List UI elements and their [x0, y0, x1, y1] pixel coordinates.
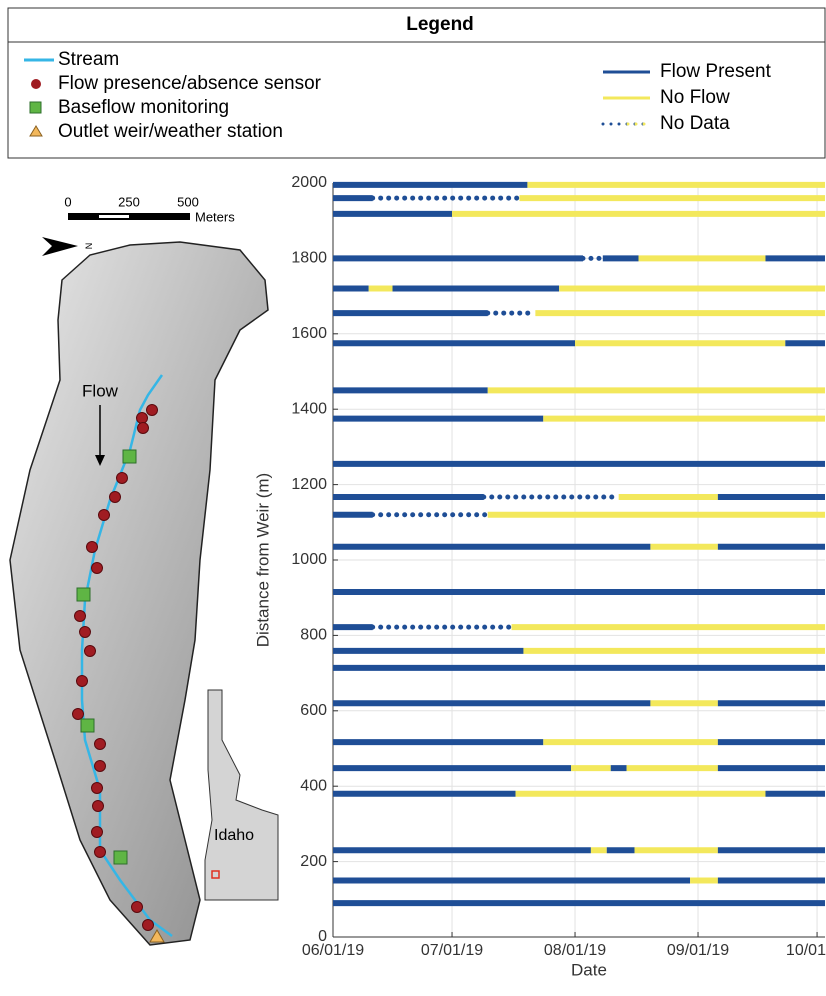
legend-icon	[31, 79, 41, 89]
legend-box: Legend Stream Flow presence/absence sens…	[8, 8, 825, 158]
y-axis-label: Distance from Weir (m)	[253, 473, 272, 647]
idaho-inset	[205, 690, 278, 900]
legend-label: No Data	[660, 113, 730, 134]
x-tick-label: 08/01/19	[544, 942, 606, 959]
scale-label: 0	[64, 194, 71, 209]
y-tick-label: 400	[300, 777, 327, 794]
scale-unit: Meters	[195, 209, 235, 224]
y-tick-label: 2000	[291, 174, 327, 191]
legend-label: Flow presence/absence sensor	[58, 73, 322, 94]
y-tick-label: 800	[300, 627, 327, 644]
legend-label: Stream	[58, 49, 119, 70]
figure: Legend Stream Flow presence/absence sens…	[0, 0, 826, 991]
legend-label: No Flow	[660, 87, 730, 108]
legend-title: Legend	[406, 14, 474, 35]
x-axis-label: Date	[571, 960, 607, 979]
legend-label: Baseflow monitoring	[58, 97, 229, 118]
x-tick-label: 10/01/19	[786, 942, 826, 959]
inset-label: Idaho	[214, 827, 254, 844]
flow-label: Flow	[82, 381, 119, 400]
scale-bar: 0 250 500 Meters	[64, 194, 235, 224]
y-tick-label: 1000	[291, 551, 327, 568]
north-arrow	[42, 237, 78, 256]
scale-label: 250	[118, 194, 140, 209]
x-tick-label: 06/01/19	[302, 942, 364, 959]
y-tick-label: 1200	[291, 476, 327, 493]
x-tick-label: 07/01/19	[421, 942, 483, 959]
legend-label: Outlet weir/weather station	[58, 121, 283, 142]
page: Legend Stream Flow presence/absence sens…	[0, 0, 826, 996]
x-tick-label: 09/01/19	[667, 942, 729, 959]
y-tick-label: 200	[300, 853, 327, 870]
map: Flow 0 250 500 Meters N Idaho	[10, 194, 278, 945]
y-tick-label: 600	[300, 702, 327, 719]
legend-label: Flow Present	[660, 61, 772, 82]
north-label: N	[84, 243, 94, 250]
scale-label: 500	[177, 194, 199, 209]
legend-icon	[30, 102, 41, 113]
chart: 020040060080010001200140016001800200006/…	[253, 174, 826, 979]
y-tick-label: 1600	[291, 325, 327, 342]
y-tick-label: 1400	[291, 400, 327, 417]
y-tick-label: 1800	[291, 250, 327, 267]
